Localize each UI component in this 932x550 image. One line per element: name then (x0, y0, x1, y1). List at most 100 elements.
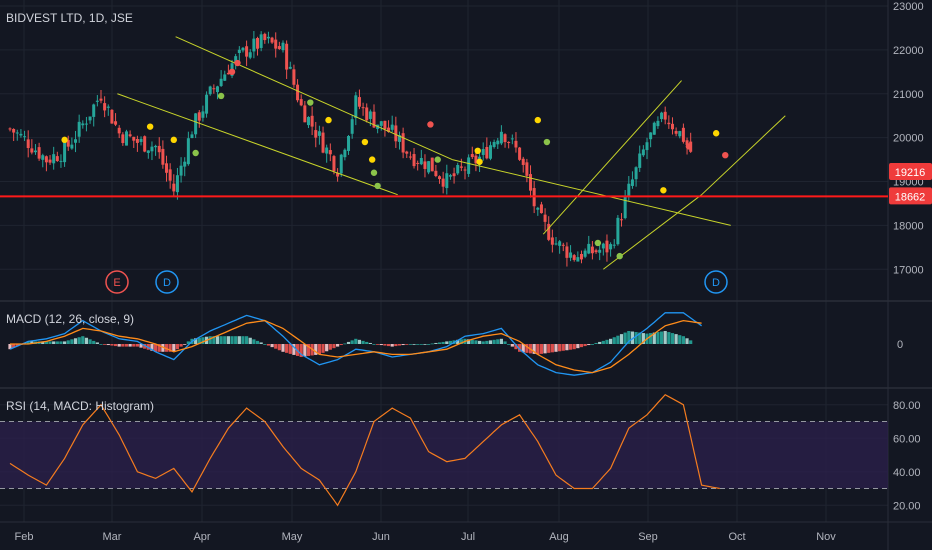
time-axis-label: Sep (638, 531, 658, 543)
candle-body (481, 149, 485, 155)
macd-histogram-bar (212, 336, 216, 344)
macd-histogram-bar (44, 341, 48, 344)
macd-histogram-bar (670, 333, 675, 344)
candle-body (288, 66, 292, 69)
candle-body (641, 149, 645, 156)
macd-histogram-bar (41, 341, 45, 344)
candle-body (179, 165, 183, 176)
macd-histogram-bar (237, 336, 241, 344)
rsi-pane (0, 393, 888, 507)
candle-body (514, 140, 518, 148)
macd-histogram-bar (168, 344, 172, 352)
candle-body (336, 172, 340, 177)
candle-body (208, 86, 212, 95)
candle-body (143, 136, 147, 152)
candle-body (347, 136, 351, 151)
candle-body (30, 148, 34, 153)
macd-histogram-bar (306, 344, 311, 356)
macd-histogram-bar (8, 344, 12, 350)
candle-body (394, 125, 398, 142)
candle-body (277, 46, 281, 50)
macd-histogram-bar (503, 341, 507, 344)
candle-body (317, 131, 321, 136)
macd-histogram-bar (659, 331, 664, 344)
macd-histogram-bar (245, 336, 249, 344)
price-axis-label: 18000 (893, 220, 924, 232)
macd-histogram-bar (52, 341, 56, 344)
candle-body (601, 243, 605, 249)
macd-histogram-bar (146, 344, 150, 350)
candle-body (616, 217, 620, 245)
macd-histogram-bar (15, 344, 19, 347)
macd-histogram-bar (379, 344, 383, 346)
price-axis-label: 23000 (893, 1, 924, 13)
macd-histogram-bar (532, 344, 536, 354)
macd-histogram-bar (568, 344, 573, 350)
macd-histogram-bar (430, 343, 434, 345)
candle-body (678, 131, 682, 137)
macd-histogram-bar (561, 344, 565, 351)
candle-body (623, 196, 627, 219)
macd-histogram-bar (175, 344, 180, 350)
signal-dot (374, 182, 381, 190)
candle-body (529, 174, 533, 191)
event-marker[interactable]: D (704, 270, 728, 294)
candle-body (354, 95, 358, 118)
event-marker[interactable]: D (155, 270, 179, 294)
macd-histogram-bar (521, 344, 525, 353)
time-axis-label: Nov (816, 531, 836, 543)
candle-body (114, 121, 118, 125)
candle-body (612, 244, 616, 246)
macd-histogram-bar (514, 344, 518, 350)
signal-dot (170, 136, 177, 144)
signal-dot (594, 239, 602, 247)
candle-body (194, 113, 198, 135)
macd-histogram-bar (150, 344, 154, 351)
macd-histogram-bar (339, 344, 343, 346)
event-marker[interactable]: E (105, 270, 129, 294)
candle-body (397, 135, 401, 142)
candle-body (379, 121, 383, 126)
candle-body (667, 122, 671, 125)
candle-body (620, 219, 624, 221)
macd-histogram-bar (317, 344, 321, 355)
macd-histogram-bar (372, 344, 376, 345)
candle-body (165, 163, 169, 173)
signal-dot (234, 59, 241, 67)
macd-histogram-bar (255, 340, 260, 344)
candle-body (303, 105, 307, 123)
macd-histogram-bar (587, 344, 591, 346)
candle-body (441, 178, 445, 187)
macd-histogram-bar (346, 341, 351, 344)
candle-body (321, 132, 325, 153)
candle-body (681, 127, 685, 142)
macd-histogram-bar (485, 340, 489, 344)
price-axis-label: 20000 (893, 133, 924, 145)
candle-body (419, 157, 423, 165)
candle-body (59, 160, 63, 162)
candle-body (401, 133, 405, 153)
macd-histogram-bar (394, 344, 398, 347)
candle-body (95, 100, 99, 102)
macd-histogram-bar (135, 344, 139, 347)
macd-histogram-bar (110, 344, 114, 346)
candle-body (237, 49, 241, 53)
macd-histogram-bar (226, 336, 230, 344)
candle-body (543, 214, 547, 222)
candle-body (387, 127, 391, 132)
event-marker-label: E (113, 277, 120, 289)
signal-dot (307, 99, 314, 106)
macd-histogram-bar (412, 344, 416, 345)
candle-body (74, 139, 78, 143)
macd-histogram-bar (117, 344, 121, 347)
signal-dot (476, 158, 483, 165)
macd-histogram-bar (536, 344, 540, 355)
candle-body (488, 145, 492, 159)
price-axis-label: 17000 (893, 264, 924, 276)
macd-histogram-bar (656, 332, 660, 344)
macd-histogram-bar (343, 343, 347, 345)
time-axis-label: Mar (103, 531, 122, 543)
candle-body (536, 207, 540, 210)
macd-histogram-bar (328, 344, 332, 350)
